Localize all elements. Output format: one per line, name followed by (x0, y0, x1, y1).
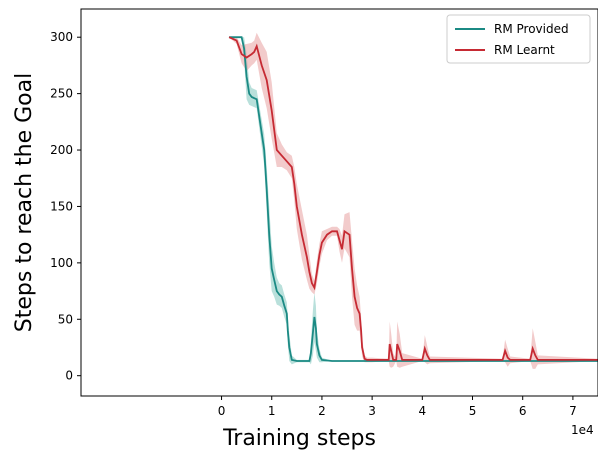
y-tick-label: 100 (50, 256, 73, 270)
x-tick-label: 3 (368, 404, 376, 418)
y-tick-label: 150 (50, 199, 73, 213)
x-tick-label: 7 (569, 404, 577, 418)
series-line-0 (229, 36, 598, 362)
series-band-1 (229, 32, 598, 369)
series-band-0 (229, 37, 598, 365)
x-tick-label: 0 (218, 404, 226, 418)
legend-label-1: RM Learnt (494, 43, 555, 57)
y-axis-ticks: 0 50 100 150 200 250 300 (50, 30, 81, 383)
legend: RM Provided RM Learnt (446, 14, 591, 64)
x-axis-title: Training steps (222, 426, 376, 451)
x-tick-label: 6 (519, 404, 527, 418)
y-tick-label: 200 (50, 143, 73, 157)
confidence-bands (229, 32, 598, 369)
y-tick-label: 0 (65, 369, 73, 383)
plot-border (80, 8, 598, 397)
x-tick-label: 1 (268, 404, 276, 418)
y-tick-label: 50 (58, 312, 73, 326)
y-tick-label: 250 (50, 87, 73, 101)
x-tick-label: 2 (318, 404, 326, 418)
series-lines (228, 36, 598, 362)
series-line-1 (228, 36, 598, 361)
plot-frame (80, 8, 598, 397)
y-tick-label: 300 (50, 30, 73, 44)
y-axis-title: Steps to reach the Goal (12, 73, 37, 332)
x-tick-label: 5 (469, 404, 477, 418)
x-offset-label: 1e4 (571, 423, 594, 437)
legend-label-0: RM Provided (494, 22, 569, 36)
x-tick-label: 4 (419, 404, 427, 418)
x-axis-ticks: 0 1 2 3 4 5 6 7 (218, 396, 577, 418)
